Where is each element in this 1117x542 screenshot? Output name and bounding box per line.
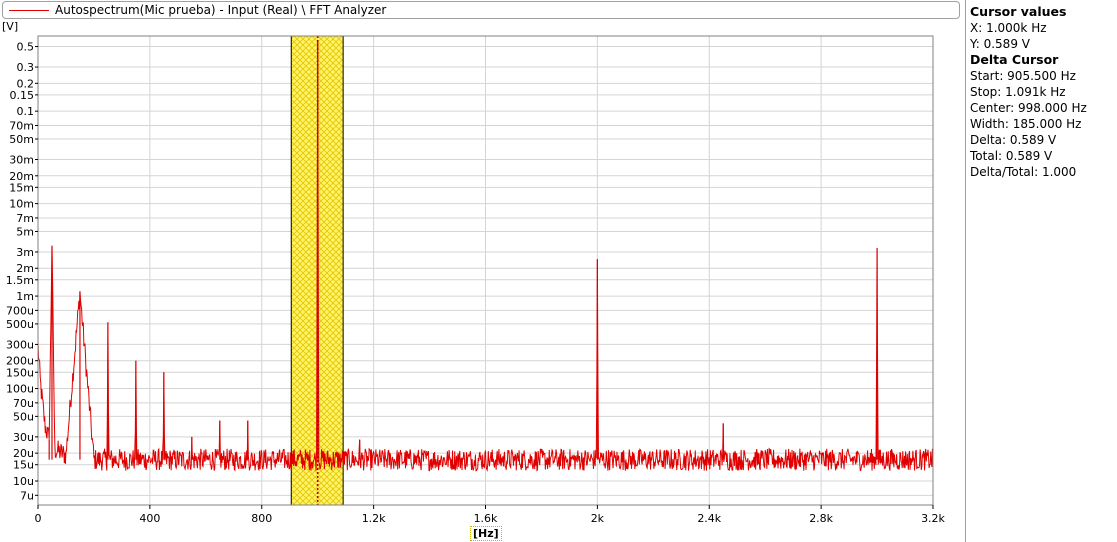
y-tick-label: 700u (6, 304, 34, 317)
x-tick-label: 400 (139, 512, 160, 525)
cursor-x-value: X: 1.000k Hz (970, 20, 1117, 36)
y-tick-label: 7u (20, 489, 34, 502)
x-tick-label: 2.4k (697, 512, 721, 525)
delta-stop: Stop: 1.091k Hz (970, 84, 1117, 100)
cursor-y-value: Y: 0.589 V (970, 36, 1117, 52)
y-tick-label: 0.5 (17, 41, 35, 54)
y-tick-label: 3m (16, 246, 34, 259)
x-tick-label: 2.8k (809, 512, 833, 525)
y-tick-label: 30u (13, 431, 34, 444)
x-tick-label: 3.2k (921, 512, 945, 525)
y-tick-label: 50m (9, 133, 34, 146)
delta-over-total: Delta/Total: 1.000 (970, 164, 1117, 180)
cursor-values-panel: Cursor values X: 1.000k Hz Y: 0.589 V De… (965, 0, 1117, 542)
y-tick-label: 10u (13, 475, 34, 488)
y-tick-label: 1m (16, 290, 34, 303)
x-tick-labels: 0 400 800 1.2k 1.6k 2k 2.4k 2.8k 3.2k (35, 505, 946, 525)
x-tick-label: 1.2k (362, 512, 386, 525)
x-tick-label: 0 (35, 512, 42, 525)
delta-start: Start: 905.500 Hz (970, 68, 1117, 84)
y-tick-label: 1.5m (6, 274, 34, 287)
y-tick-labels: 0.50.30.20.150.170m50m30m20m15m10m7m5m3m… (6, 41, 38, 503)
cursor-values-title: Cursor values (970, 4, 1117, 20)
x-tick-label: 1.6k (474, 512, 498, 525)
y-tick-label: 5m (16, 225, 34, 238)
delta-center: Center: 998.000 Hz (970, 100, 1117, 116)
y-tick-label: 300u (6, 338, 34, 351)
x-tick-label: 800 (251, 512, 272, 525)
y-tick-label: 500u (6, 318, 34, 331)
y-tick-label: 15m (9, 181, 34, 194)
y-tick-label: 7m (16, 212, 34, 225)
spectrum-chart[interactable]: 0.50.30.20.150.170m50m30m20m15m10m7m5m3m… (0, 0, 962, 542)
grid (38, 36, 933, 505)
y-tick-label: 150u (6, 366, 34, 379)
delta-width: Width: 185.000 Hz (970, 116, 1117, 132)
y-tick-label: 15u (13, 459, 34, 472)
y-tick-label: 100u (6, 383, 34, 396)
y-tick-label: 30m (9, 154, 34, 167)
y-tick-label: 70m (9, 119, 34, 132)
delta-value: Delta: 0.589 V (970, 132, 1117, 148)
x-tick-label: 2k (591, 512, 605, 525)
x-axis-unit: [Hz] (470, 526, 502, 541)
y-tick-label: 0.15 (10, 89, 35, 102)
delta-cursor-title: Delta Cursor (970, 52, 1117, 68)
delta-total: Total: 0.589 V (970, 148, 1117, 164)
y-tick-label: 70u (13, 397, 34, 410)
y-tick-label: 50u (13, 410, 34, 423)
y-tick-label: 10m (9, 198, 34, 211)
y-tick-label: 0.3 (17, 61, 35, 74)
y-tick-label: 0.1 (17, 105, 35, 118)
